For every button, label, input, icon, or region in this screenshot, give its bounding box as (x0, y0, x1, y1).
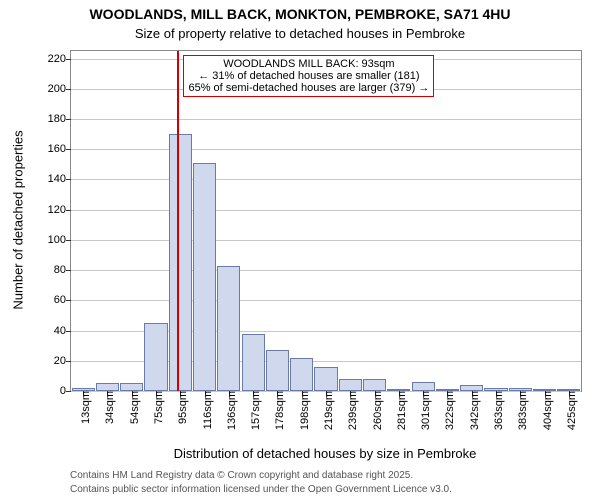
xtick-label: 136sqm (220, 391, 238, 430)
ytick-label: 100 (48, 234, 71, 246)
histogram-bar (290, 358, 313, 391)
annotation-line: 65% of semi-detached houses are larger (… (188, 82, 429, 94)
xtick-label: 383sqm (511, 391, 529, 430)
xtick-label: 198sqm (293, 391, 311, 430)
footer-line-1: Contains HM Land Registry data © Crown c… (70, 470, 413, 481)
ytick-label: 80 (54, 264, 71, 276)
histogram-bar (120, 383, 143, 391)
ytick-label: 160 (48, 143, 71, 155)
xtick-label: 219sqm (317, 391, 335, 430)
xtick-label: 34sqm (98, 391, 116, 424)
xtick-label: 54sqm (123, 391, 141, 424)
histogram-bar (217, 266, 240, 391)
xtick-label: 13sqm (74, 391, 92, 424)
histogram-bar (96, 383, 119, 391)
histogram-bar (144, 323, 167, 391)
xtick-label: 239sqm (341, 391, 359, 430)
ytick-label: 180 (48, 113, 71, 125)
chart-subtitle: Size of property relative to detached ho… (0, 26, 600, 41)
xtick-label: 363sqm (487, 391, 505, 430)
histogram-bar (314, 367, 337, 391)
xtick-label: 281sqm (390, 391, 408, 430)
annotation-line: ← 31% of detached houses are smaller (18… (188, 70, 429, 82)
ytick-label: 220 (48, 53, 71, 65)
gridline (71, 179, 581, 180)
annotation-box: WOODLANDS MILL BACK: 93sqm← 31% of detac… (183, 55, 434, 97)
gridline (71, 240, 581, 241)
xtick-label: 404sqm (536, 391, 554, 430)
gridline (71, 119, 581, 120)
ytick-label: 40 (54, 325, 71, 337)
plot-area: 02040608010012014016018020022013sqm34sqm… (70, 50, 582, 392)
histogram-bar (169, 134, 192, 391)
histogram-bar (412, 382, 435, 391)
footer-line-2: Contains public sector information licen… (70, 484, 452, 495)
histogram-bar (266, 350, 289, 391)
histogram-chart: WOODLANDS, MILL BACK, MONKTON, PEMBROKE,… (0, 0, 600, 500)
gridline (71, 149, 581, 150)
xtick-label: 301sqm (414, 391, 432, 430)
xtick-label: 342sqm (463, 391, 481, 430)
ytick-label: 0 (60, 385, 71, 397)
ytick-label: 60 (54, 294, 71, 306)
xtick-label: 95sqm (171, 391, 189, 424)
xtick-label: 116sqm (196, 391, 214, 429)
xtick-label: 322sqm (438, 391, 456, 430)
ytick-label: 140 (48, 173, 71, 185)
gridline (71, 300, 581, 301)
histogram-bar (363, 379, 386, 391)
chart-title: WOODLANDS, MILL BACK, MONKTON, PEMBROKE,… (0, 6, 600, 22)
ytick-label: 200 (48, 83, 71, 95)
xtick-label: 157sqm (244, 391, 262, 430)
histogram-bar (339, 379, 362, 391)
gridline (71, 270, 581, 271)
property-size-marker (177, 51, 179, 391)
xtick-label: 425sqm (560, 391, 578, 430)
y-axis-label: Number of detached properties (11, 130, 26, 309)
gridline (71, 210, 581, 211)
ytick-label: 120 (48, 204, 71, 216)
histogram-bar (193, 163, 216, 391)
histogram-bar (242, 334, 265, 391)
annotation-line: WOODLANDS MILL BACK: 93sqm (188, 58, 429, 70)
xtick-label: 178sqm (268, 391, 286, 430)
xtick-label: 260sqm (366, 391, 384, 430)
xtick-label: 75sqm (147, 391, 165, 424)
x-axis-label: Distribution of detached houses by size … (70, 446, 580, 461)
ytick-label: 20 (54, 355, 71, 367)
